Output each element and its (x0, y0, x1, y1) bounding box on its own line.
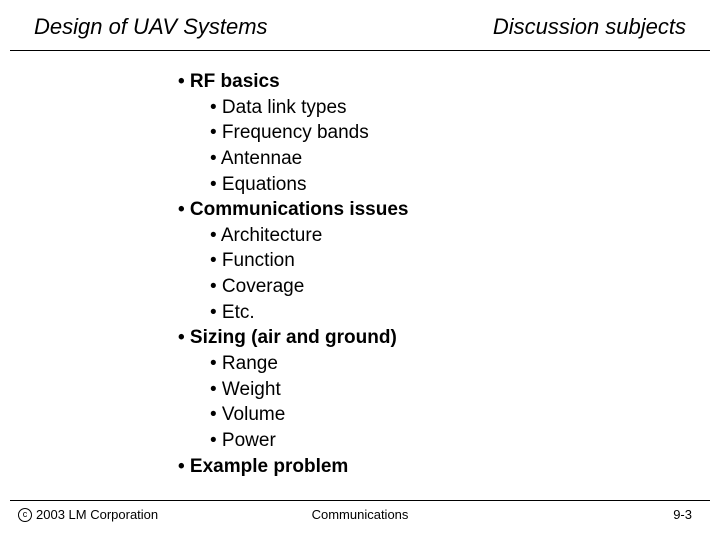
slide-title-right: Discussion subjects (493, 14, 686, 40)
outline-sub-item: • Antennae (178, 146, 720, 172)
slide-content: • RF basics• Data link types• Frequency … (0, 51, 720, 479)
copyright-icon: c (18, 508, 32, 522)
outline-sub-item: • Frequency bands (178, 120, 720, 146)
outline-top-item: • Communications issues (178, 197, 720, 223)
outline-top-item: • Sizing (air and ground) (178, 325, 720, 351)
outline-sub-item: • Architecture (178, 223, 720, 249)
copyright: c 2003 LM Corporation (10, 507, 158, 522)
footer-center-text: Communications (312, 507, 409, 522)
outline-sub-item: • Coverage (178, 274, 720, 300)
page-number: 9-3 (673, 507, 710, 522)
slide-footer: c 2003 LM Corporation Communications 9-3 (10, 500, 710, 522)
outline-sub-item: • Power (178, 428, 720, 454)
outline-sub-item: • Data link types (178, 95, 720, 121)
outline-sub-item: • Weight (178, 377, 720, 403)
copyright-text: 2003 LM Corporation (36, 507, 158, 522)
outline-top-item: • Example problem (178, 454, 720, 480)
outline-sub-item: • Function (178, 248, 720, 274)
outline-sub-item: • Etc. (178, 300, 720, 326)
outline-top-item: • RF basics (178, 69, 720, 95)
slide-header: Design of UAV Systems Discussion subject… (10, 0, 710, 51)
slide-title-left: Design of UAV Systems (34, 14, 268, 40)
outline-sub-item: • Volume (178, 402, 720, 428)
outline-sub-item: • Equations (178, 172, 720, 198)
outline-sub-item: • Range (178, 351, 720, 377)
